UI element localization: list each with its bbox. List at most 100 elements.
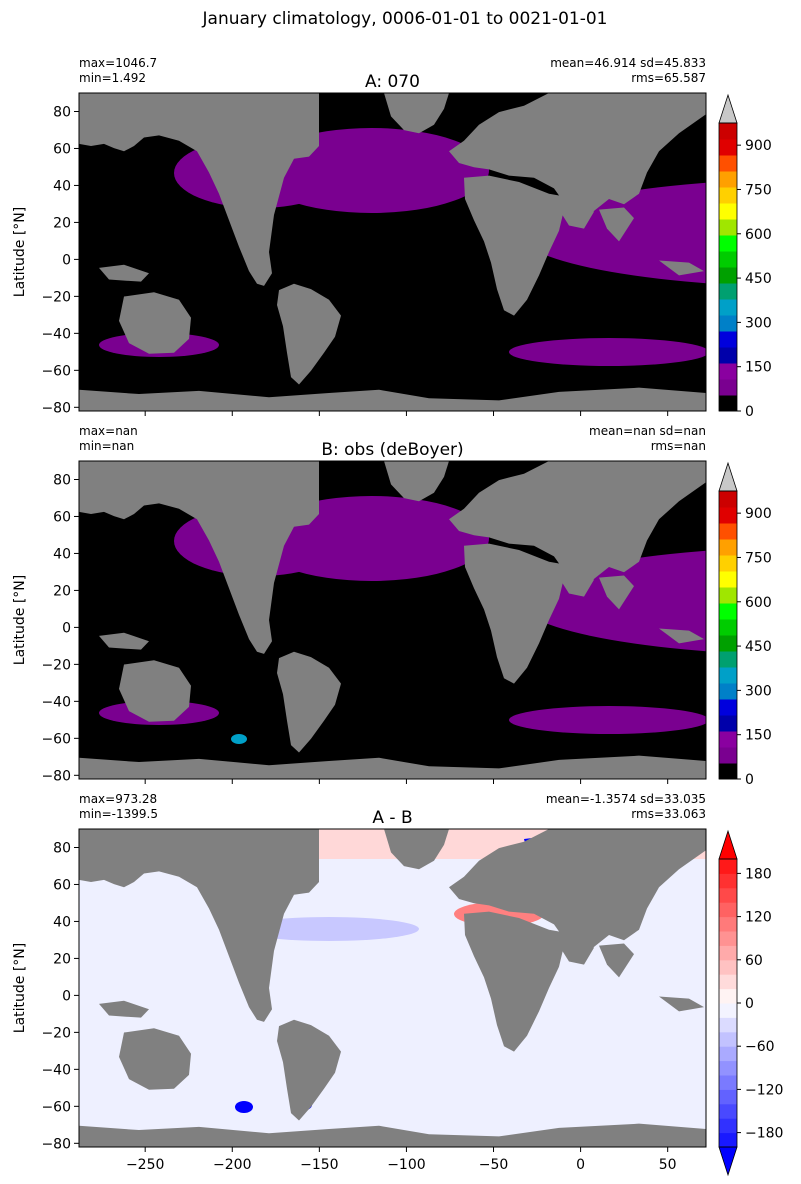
ytick-label: −20	[41, 1025, 71, 1041]
colorbar-segment	[719, 283, 737, 300]
stats-mean-sd: mean=46.914 sd=45.833	[550, 56, 706, 70]
stats-max: max=1046.7	[79, 56, 157, 70]
ytick-label: −40	[41, 694, 71, 710]
ytick-label: 20	[53, 951, 71, 967]
colorbar-tick-label: 450	[745, 639, 772, 655]
colorbar-segment	[719, 603, 737, 620]
colorbar-segment	[719, 363, 737, 380]
stats-min: min=nan	[79, 439, 134, 453]
colorbar-segment	[719, 139, 737, 156]
colorbar-segment	[719, 667, 737, 684]
colorbar-segment	[719, 699, 737, 716]
colorbar-segment	[719, 1075, 737, 1090]
xtick-label: 0	[576, 1157, 585, 1173]
colorbar-segment	[719, 379, 737, 396]
colorbar-segment	[719, 219, 737, 236]
xtick-label: −150	[300, 1157, 338, 1173]
ytick-label: 40	[53, 546, 71, 562]
ytick-label: 60	[53, 509, 71, 525]
xtick-label: −200	[213, 1157, 251, 1173]
ytick-label: −80	[41, 400, 71, 416]
colorbar-segment	[719, 651, 737, 668]
colorbar-segment	[719, 587, 737, 604]
colorbar-tick-label: 180	[745, 866, 772, 882]
colorbar-segment	[719, 1003, 737, 1018]
colorbar-segment	[719, 715, 737, 732]
ytick-label: 0	[62, 988, 71, 1004]
colorbar-extend-min	[718, 1146, 738, 1177]
stats-min: min=1.492	[79, 71, 146, 85]
colorbar-segment	[719, 1103, 737, 1119]
colorbar-extend-max	[718, 829, 738, 860]
ytick-label: −20	[41, 657, 71, 673]
map-field	[79, 93, 706, 411]
xtick-label: −50	[479, 1157, 509, 1173]
colorbar-segment	[719, 1046, 737, 1062]
ytick-label: −40	[41, 326, 71, 342]
colorbar: 0 150 300 450 600 750 900	[718, 461, 772, 788]
colorbar-segment	[719, 171, 737, 188]
stats-mean-sd: mean=-1.3574 sd=33.035	[546, 792, 706, 806]
stats-mean-sd: mean=nan sd=nan	[589, 424, 706, 438]
ytick-label: 0	[62, 620, 71, 636]
colorbar-tick-label: 150	[745, 360, 772, 376]
colorbar-segment	[719, 974, 737, 990]
colorbar-segment	[719, 1118, 737, 1134]
colorbar-segment	[719, 887, 737, 903]
colorbar-tick-label: 60	[745, 953, 763, 969]
colorbar-segment	[719, 1031, 737, 1047]
colorbar-tick-label: 0	[745, 404, 754, 420]
figure-suptitle: January climatology, 0006-01-01 to 0021-…	[202, 9, 608, 29]
ytick-label: 80	[53, 472, 71, 488]
colorbar-segment	[719, 491, 737, 508]
colorbar-tick-label: 600	[745, 595, 772, 611]
ytick-label: 60	[53, 141, 71, 157]
colorbar-segment	[719, 1132, 737, 1148]
colorbar-segment	[719, 945, 737, 961]
colorbar-segment	[719, 959, 737, 975]
colorbar-segment	[719, 267, 737, 284]
ytick-label: 80	[53, 840, 71, 856]
ytick-label: −40	[41, 1062, 71, 1078]
colorbar-tick-label: 0	[745, 996, 754, 1012]
ytick-label: 40	[53, 178, 71, 194]
xtick-label: −100	[387, 1157, 425, 1173]
ytick-label: 0	[62, 252, 71, 268]
stats-rms: rms=33.063	[631, 807, 706, 821]
colorbar-tick-label: 600	[745, 227, 772, 243]
y-axis-label: Latitude [°N]	[12, 943, 28, 1033]
panel-title: B: obs (deBoyer)	[321, 440, 463, 460]
ytick-label: 40	[53, 914, 71, 930]
colorbar-segment	[719, 555, 737, 572]
stats-max: max=973.28	[79, 792, 157, 806]
colorbar-segment	[719, 683, 737, 700]
panel-title: A - B	[372, 808, 412, 828]
colorbar-tick-label: 0	[745, 772, 754, 788]
ytick-label: −60	[41, 731, 71, 747]
ytick-label: 20	[53, 215, 71, 231]
colorbar-tick-label: −120	[745, 1082, 783, 1098]
stats-max: max=nan	[79, 424, 138, 438]
colorbar-segment	[719, 902, 737, 918]
colorbar-tick-label: −60	[745, 1039, 775, 1055]
colorbar: 0 150 300 450 600 750 900	[718, 93, 772, 420]
y-axis-label: Latitude [°N]	[12, 575, 28, 665]
colorbar-segment	[719, 988, 737, 1004]
colorbar-tick-label: 300	[745, 683, 772, 699]
colorbar-segment	[719, 187, 737, 204]
map-field	[79, 829, 706, 1147]
colorbar-segment	[719, 123, 737, 140]
colorbar-segment	[719, 395, 737, 412]
ytick-label: 20	[53, 583, 71, 599]
colorbar-tick-label: 300	[745, 315, 772, 331]
colorbar-tick-label: −180	[745, 1126, 783, 1142]
colorbar-tick-label: 750	[745, 550, 772, 566]
colorbar-segment	[719, 1017, 737, 1033]
colorbar-tick-label: 750	[745, 182, 772, 198]
colorbar-tick-label: 150	[745, 728, 772, 744]
colorbar-segment	[719, 347, 737, 364]
stats-min: min=-1399.5	[79, 807, 158, 821]
